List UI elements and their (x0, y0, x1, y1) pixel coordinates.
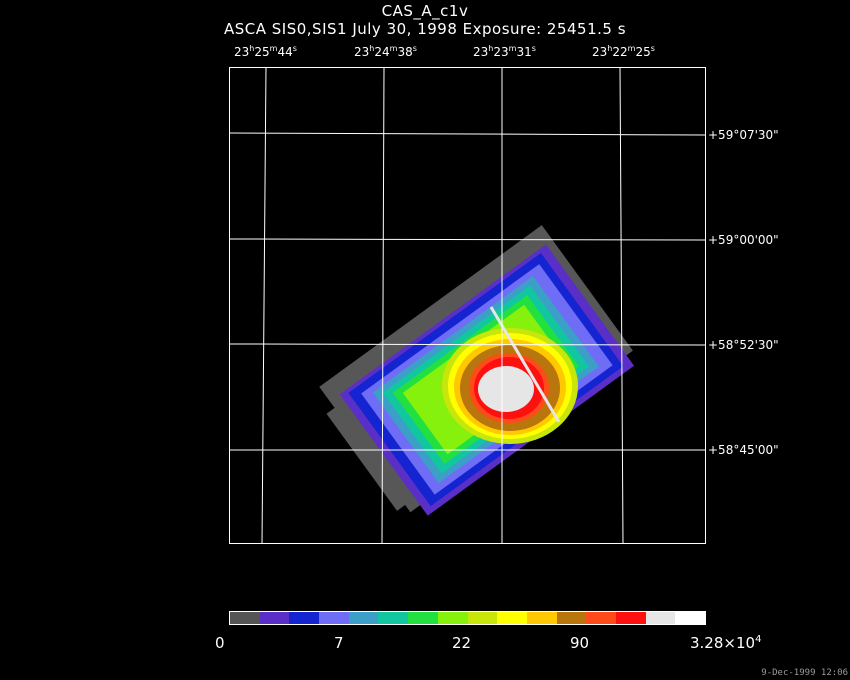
colorbar-swatch (615, 612, 646, 624)
colorbar-max-label: 3.28×104 (690, 634, 762, 652)
colorbar-label: 22 (452, 634, 472, 652)
timestamp: 9-Dec-1999 12:06 (761, 668, 848, 678)
colorbar-swatch (378, 612, 409, 624)
ra-label: 23h24m38s (354, 44, 417, 59)
colorbar-swatch (586, 612, 616, 624)
colorbar-swatch (645, 612, 676, 624)
colorbar-swatch (230, 612, 260, 624)
colorbar (229, 611, 706, 625)
dec-label: +58°52'30" (708, 338, 779, 352)
colorbar-swatch (437, 612, 468, 624)
dec-label: +58°45'00" (708, 443, 779, 457)
xray-image-plot (229, 67, 706, 544)
colorbar-swatch (289, 612, 320, 624)
colorbar-swatch (259, 612, 290, 624)
colorbar-label: 7 (334, 634, 344, 652)
colorbar-swatch (408, 612, 438, 624)
colorbar-swatch (497, 612, 527, 624)
colorbar-swatch (556, 612, 587, 624)
bright-core (478, 366, 534, 412)
colorbar-label: 0 (215, 634, 225, 652)
coordinate-grid (229, 67, 706, 544)
image-subtitle: ASCA SIS0,SIS1 July 30, 1998 Exposure: 2… (223, 20, 627, 38)
dec-label: +59°07'30" (708, 128, 779, 142)
colorbar-swatch (467, 612, 498, 624)
ra-label: 23h25m44s (234, 44, 297, 59)
colorbar-swatch (526, 612, 557, 624)
colorbar-swatch (675, 612, 705, 624)
image-title: CAS_A_c1v (381, 2, 469, 20)
colorbar-swatch (348, 612, 379, 624)
ra-label: 23h22m25s (592, 44, 655, 59)
colorbar-swatch (319, 612, 349, 624)
dec-label: +59°00'00" (708, 233, 779, 247)
ra-label: 23h23m31s (473, 44, 536, 59)
colorbar-label: 90 (570, 634, 590, 652)
